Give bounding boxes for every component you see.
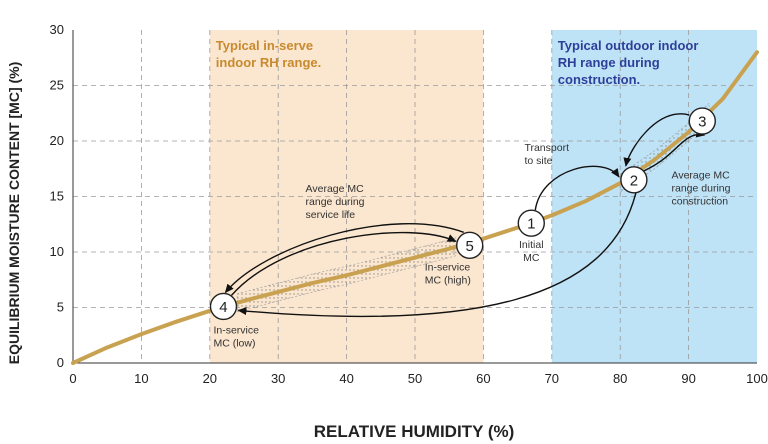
point-4-marker xyxy=(209,292,238,321)
text-layer: Typical in-serve indoor RH range. Typical … xyxy=(213,38,730,349)
x-tick-label-40: 40 xyxy=(339,371,353,386)
outdoor-band-label-line-1: Typical outdoor indoor xyxy=(558,38,699,53)
y-tick-label-25: 25 xyxy=(50,78,64,93)
transport-label-line-1: Transport xyxy=(524,142,569,154)
arrows-layer xyxy=(224,113,706,318)
y-tick-label-20: 20 xyxy=(50,133,64,148)
y-tick-label-15: 15 xyxy=(50,189,64,204)
service-range-label-line-3: service life xyxy=(306,209,356,221)
point-5-number: 5 xyxy=(466,238,474,255)
y-tick-label-30: 30 xyxy=(50,22,64,37)
points-layer: 1 2 3 4 5 xyxy=(209,107,716,321)
emc-curve xyxy=(71,50,759,365)
x-axis-title: RELATIVE HUMIDITY (%) xyxy=(314,422,515,441)
outdoor-band-label-line-3: construction. xyxy=(558,72,640,87)
curve-layer xyxy=(71,50,759,365)
construction-range-label-line-2: range during xyxy=(672,183,731,195)
x-tick-label-0: 0 xyxy=(69,371,76,386)
arrow-4-to-5 xyxy=(230,231,457,296)
point-2-number: 2 xyxy=(630,172,638,189)
x-tick-label-70: 70 xyxy=(545,371,559,386)
point-4-number: 4 xyxy=(219,299,227,316)
x-tick-label-60: 60 xyxy=(476,371,490,386)
indoor-band-label-line-2: indoor RH range. xyxy=(216,55,321,70)
point-5-label-line-1: In-service xyxy=(425,261,471,273)
arrow-2-to-4 xyxy=(237,192,637,318)
point-5-label-line-2: MC (high) xyxy=(425,274,471,286)
x-tick-label-30: 30 xyxy=(271,371,285,386)
point-4-label-line-1: In-service xyxy=(213,324,259,336)
construction-range-label-line-3: construction xyxy=(672,196,729,208)
transport-label-line-2: to site xyxy=(524,155,552,167)
point-3-marker xyxy=(688,107,716,135)
point-1-marker xyxy=(517,209,545,237)
y-axis-title: EQUILIBRIUM MOISTURE CONTENT [MC] (%) xyxy=(6,62,22,365)
point-5-marker xyxy=(456,231,484,260)
outdoor-band-label-line-2: RH range during xyxy=(558,55,660,70)
point-1-number: 1 xyxy=(527,216,535,233)
point-3-number: 3 xyxy=(698,114,706,131)
point-1-label-line-1: Initial xyxy=(519,239,544,251)
arrow-1-to-2 xyxy=(534,165,620,211)
x-tick-label-100: 100 xyxy=(746,371,768,386)
service-range-label-line-2: range during xyxy=(306,196,365,208)
point-1-label-line-2: MC xyxy=(523,252,540,264)
service-range-label-line-1: Average MC xyxy=(306,183,365,195)
x-tick-label-90: 90 xyxy=(681,371,695,386)
y-tick-label-5: 5 xyxy=(57,300,64,315)
arrow-3-to-2 xyxy=(623,113,690,167)
x-tick-label-10: 10 xyxy=(134,371,148,386)
x-tick-label-20: 20 xyxy=(203,371,217,386)
y-tick-label-10: 10 xyxy=(50,244,64,259)
x-tick-label-80: 80 xyxy=(613,371,627,386)
arrow-2-to-3 xyxy=(643,129,706,172)
x-tick-label-50: 50 xyxy=(408,371,422,386)
point-2-marker xyxy=(620,166,648,194)
indoor-band-label-line-1: Typical in-serve xyxy=(216,38,313,53)
y-tick-label-0: 0 xyxy=(57,355,64,370)
construction-range-label-line-1: Average MC xyxy=(672,170,731,182)
arrow-5-to-4 xyxy=(224,223,464,294)
point-4-label-line-2: MC (low) xyxy=(213,337,255,349)
